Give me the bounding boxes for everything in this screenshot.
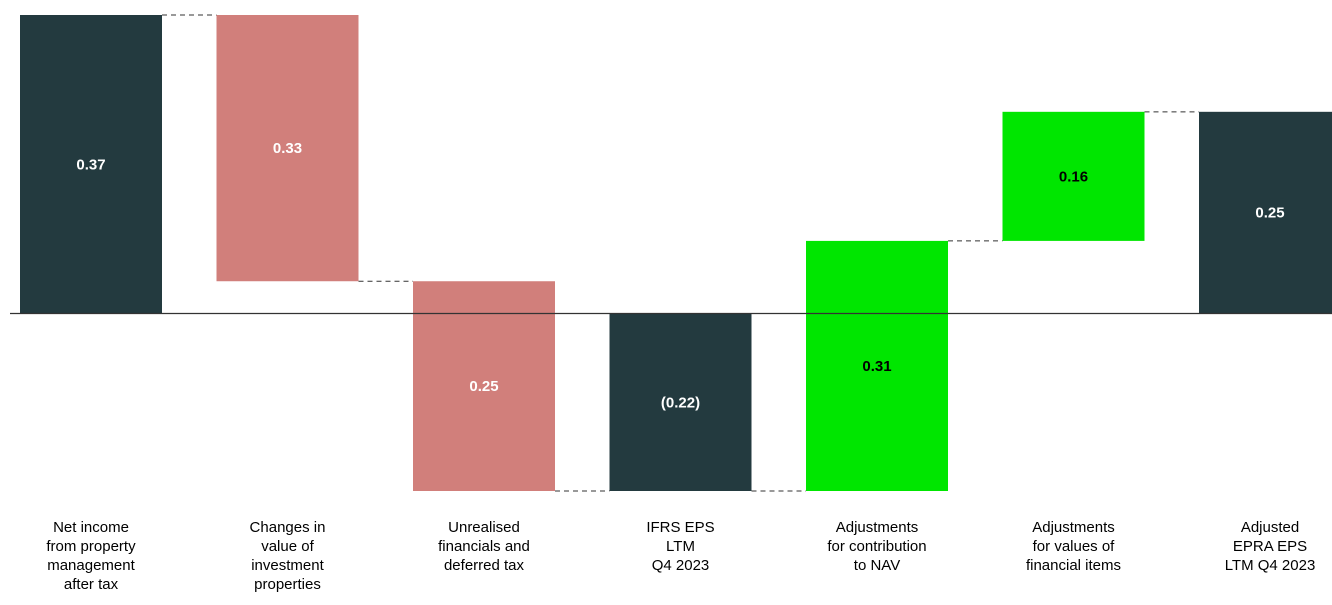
category-label-line: for contribution <box>827 538 926 555</box>
bar-value-label-6: 0.16 <box>1059 168 1088 185</box>
category-label-4: IFRS EPS LTM Q4 2023 <box>646 519 714 574</box>
bar-value-label-1: 0.37 <box>76 156 105 173</box>
bar-value-label-4: (0.22) <box>661 394 700 411</box>
category-label-7: Adjusted EPRA EPS LTM Q4 2023 <box>1225 519 1316 574</box>
category-label-line: for values of <box>1033 538 1116 555</box>
category-label-line: Q4 2023 <box>652 557 710 574</box>
bar-7 <box>1199 111 1332 314</box>
category-label-line: properties <box>254 576 321 593</box>
bar-3 <box>413 281 555 491</box>
category-label-line: financials and <box>438 538 530 555</box>
category-label-line: LTM Q4 2023 <box>1225 557 1316 574</box>
category-label-line: Net income <box>53 519 129 536</box>
bar-value-label-5: 0.31 <box>862 358 891 375</box>
category-label-line: EPRA EPS <box>1233 538 1307 555</box>
category-label-line: value of <box>261 538 314 555</box>
bar-value-label-2: 0.33 <box>273 140 302 157</box>
category-label-1: Net income from property management after t… <box>46 519 136 593</box>
category-label-line: Changes in <box>250 519 326 536</box>
category-label-line: management <box>47 557 135 574</box>
category-label-5: Adjustments for contribution to NAV <box>827 519 926 574</box>
category-label-2: Changes in value of investment properties <box>250 519 326 593</box>
category-label-line: investment <box>251 557 324 574</box>
category-label-line: from property <box>46 538 136 555</box>
category-label-6: Adjustments for values of financial items <box>1026 519 1121 574</box>
bar-6 <box>1002 111 1145 241</box>
category-label-3: Unrealised financials and deferred tax <box>438 519 530 574</box>
bar-5 <box>806 240 948 491</box>
category-label-line: Adjustments <box>1032 519 1115 536</box>
bar-4 <box>609 313 752 491</box>
category-label-line: after tax <box>64 576 119 593</box>
category-label-line: financial items <box>1026 557 1121 574</box>
bar-value-label-7: 0.25 <box>1255 205 1284 222</box>
category-label-line: to NAV <box>854 557 900 574</box>
category-label-line: Adjusted <box>1241 519 1299 536</box>
category-label-line: LTM <box>666 538 695 555</box>
category-label-line: IFRS EPS <box>646 519 714 536</box>
category-label-line: Unrealised <box>448 519 520 536</box>
bar-2 <box>216 15 359 282</box>
category-label-line: Adjustments <box>836 519 919 536</box>
bar-1 <box>20 15 162 314</box>
category-label-line: deferred tax <box>444 557 525 574</box>
bar-value-label-3: 0.25 <box>469 378 498 395</box>
